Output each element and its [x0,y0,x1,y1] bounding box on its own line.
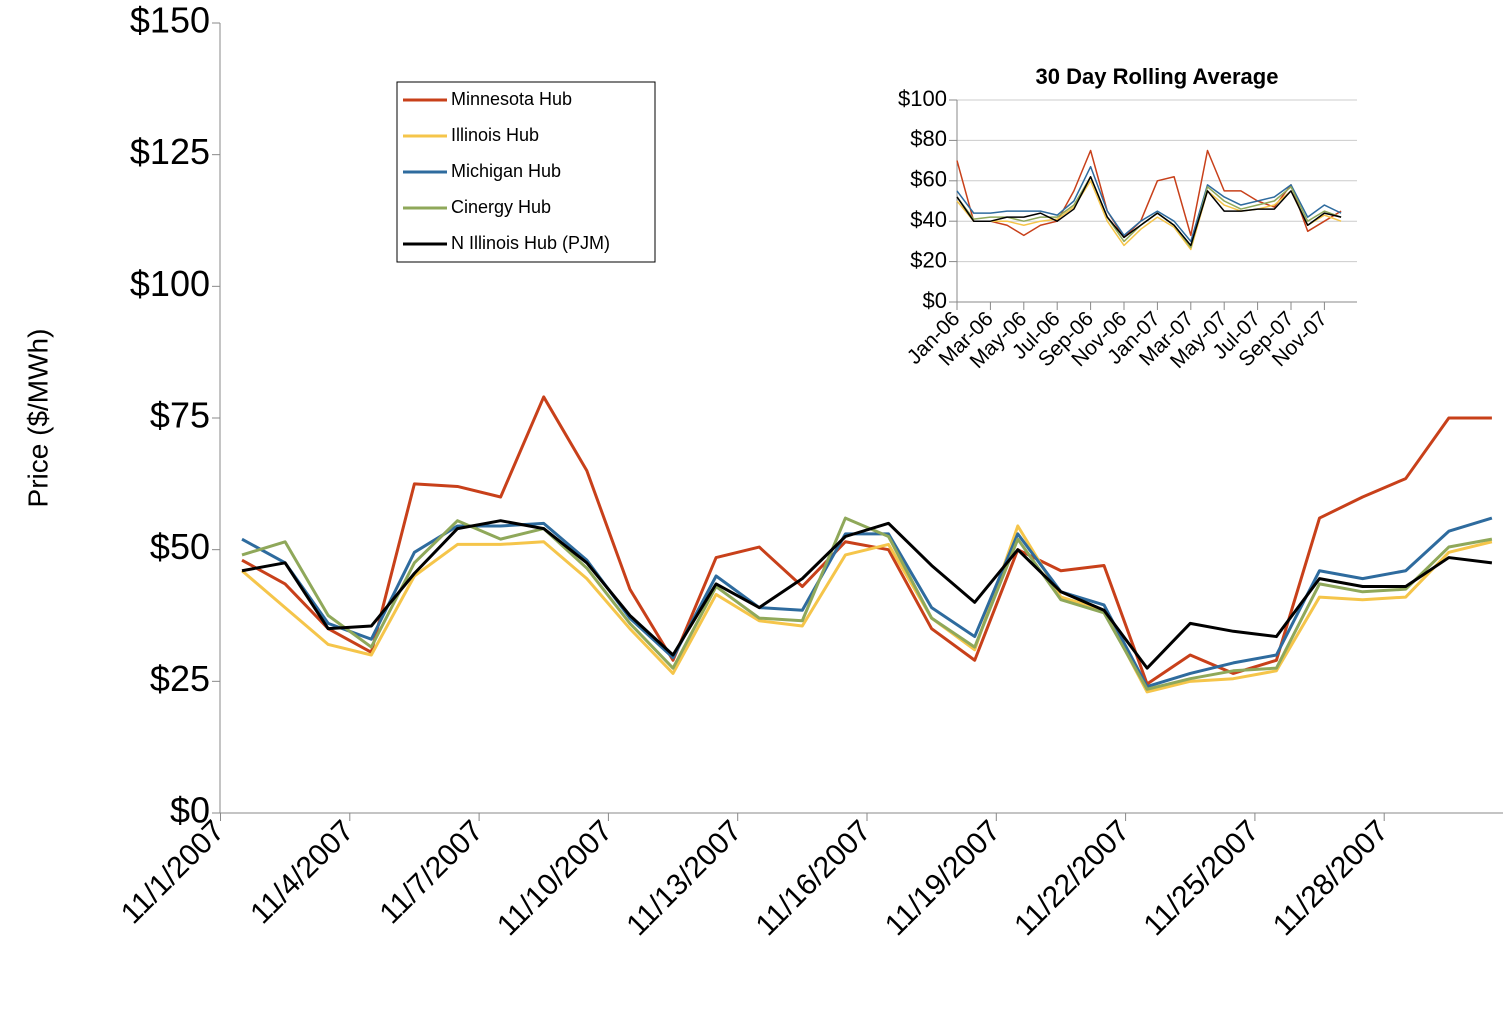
y-tick-label: $125 [130,131,210,172]
y-tick-label: $0 [170,790,210,831]
y-tick-label: $100 [130,263,210,304]
series-line [241,395,1492,686]
legend-label: Minnesota Hub [451,89,572,109]
y-tick-label: $20 [910,247,947,272]
x-tick-label: 11/13/2007 [620,814,748,942]
y-tick-label: $75 [150,395,210,436]
y-tick-label: $0 [923,288,947,313]
x-tick-label: 11/22/2007 [1008,814,1136,942]
x-tick-label: 11/1/2007 [115,814,231,930]
series-line [956,180,1342,251]
series-line [241,524,1493,694]
y-tick-label: $80 [910,126,947,151]
chart-title: 30 Day Rolling Average [1036,64,1279,89]
x-tick-label: 11/10/2007 [491,814,619,942]
y-tick-label: $100 [898,86,947,111]
y-tick-label: $50 [150,526,210,567]
inset-background [818,40,1503,412]
series-line [241,516,1493,691]
legend-label: Cinergy Hub [451,197,551,217]
series-line [241,519,1493,670]
legend-label: Illinois Hub [451,125,539,145]
legend-label: N Illinois Hub (PJM) [451,233,610,253]
y-axis-label: Price ($/MWh) [22,329,53,508]
y-tick-label: $40 [910,207,947,232]
y-tick-label: $150 [130,0,210,41]
x-tick-label: 11/19/2007 [879,814,1007,942]
y-tick-label: $60 [910,167,947,192]
x-tick-label: 11/16/2007 [750,814,878,942]
y-tick-label: $25 [150,658,210,699]
series-line [241,516,1493,689]
legend-label: Michigan Hub [451,161,561,181]
x-tick-label: 11/7/2007 [374,814,490,930]
x-tick-label: 11/4/2007 [244,814,360,930]
series-line [956,176,1342,247]
x-tick-label: 11/28/2007 [1267,814,1395,942]
x-tick-label: 11/25/2007 [1138,814,1266,942]
series-line [956,165,1342,243]
